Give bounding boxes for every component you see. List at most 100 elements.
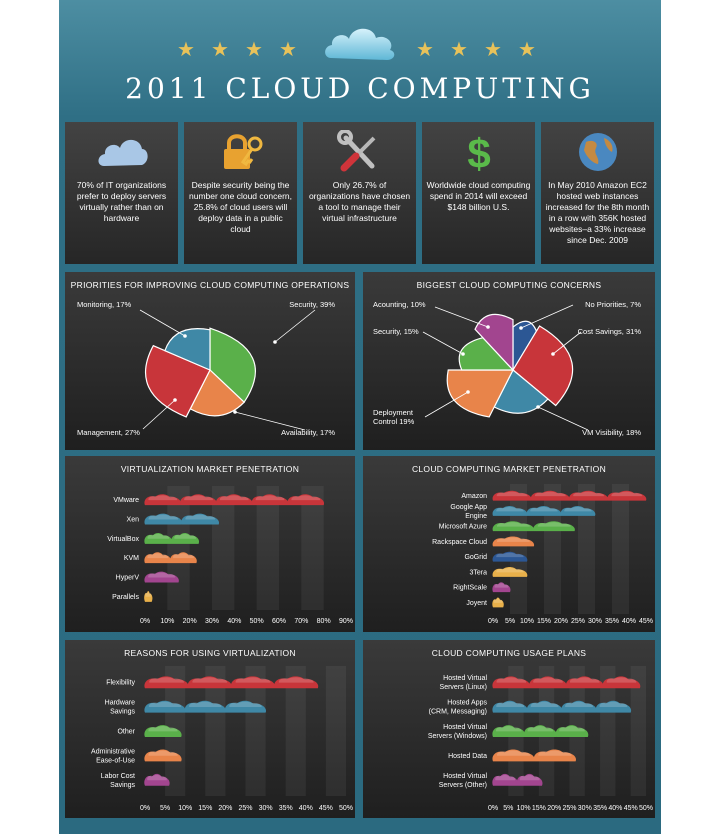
category-label: Rackspace Cloud (432, 539, 487, 546)
category-label: HyperV (116, 575, 140, 582)
bar-cloud-highlight (235, 677, 271, 683)
leader-line (424, 391, 469, 418)
pie-slice-deployment-control-19 (446, 369, 514, 418)
concerns-pie-chart: No Priorities, 7% Cost Savings, 31% VM Vis… (373, 300, 641, 437)
category-label-line: Hardware (105, 700, 135, 707)
bar-cloud-highlight (496, 701, 525, 707)
globe-icon (579, 133, 617, 171)
category-label: Hosted Data (448, 753, 487, 760)
bar-vmware (144, 494, 325, 506)
virtualization-reasons-bar-chart: 0% 5% 10% 15% 20% 25% 30% 35% 40% 45% 50% Flexibili… (91, 666, 353, 812)
slice-label: Management, 27% (77, 428, 140, 437)
slice-label: Security, 39% (289, 300, 335, 309)
x-tick-label: 10% (160, 618, 174, 625)
leader-dot (273, 340, 277, 344)
bar-cloud-highlight (255, 495, 285, 501)
grid-band (245, 666, 266, 796)
x-tick-label: 50% (639, 805, 653, 812)
x-tick-label: 40% (299, 805, 313, 812)
bar-hosted-virtual-servers-other (492, 773, 543, 786)
virtualization-reasons-panel: REASONS FOR USING VIRTUALIZATION 0% 5% 10%… (65, 640, 355, 818)
x-tick-label: 0% (488, 805, 498, 812)
bar-cloud-highlight (533, 677, 563, 683)
bar-cloud-highlight (219, 495, 249, 501)
x-tick-label: 25% (571, 618, 585, 625)
category-label-line: Hosted Apps (447, 700, 487, 707)
x-tick-label: 30% (259, 805, 273, 812)
bar-hyperv (144, 571, 179, 583)
header-banner: ★ ★ ★ ★ ★ ★ ★ ★ 2011 CLOUD COMPUTING (59, 0, 661, 118)
chart-title: PRIORITIES FOR IMPROVING CLOUD COMPUTING… (70, 280, 350, 290)
fact-card: Despite security being the number one cl… (184, 122, 297, 264)
category-label: Hosted Virtual Servers (Linux) (440, 675, 488, 691)
page-title: 2011 CLOUD COMPUTING (125, 72, 595, 105)
bar-cloud-highlight (496, 552, 524, 558)
category-label: Hardware Savings (105, 700, 136, 716)
category-label-line: Administrative (91, 748, 135, 755)
bar-virtualbox (144, 532, 200, 544)
bar-cloud-highlight (291, 495, 321, 501)
category-label: Microsoft Azure (439, 524, 487, 531)
bar-cloud-highlight (148, 750, 178, 756)
slice-label: Availability, 17% (281, 428, 335, 437)
infographic-poster: ★ ★ ★ ★ ★ ★ ★ ★ 2011 CLOUD COMPUTING 70%… (59, 0, 661, 834)
cloud-penetration-panel: CLOUD COMPUTING MARKET PENETRATION 0% 5% 1… (363, 456, 655, 632)
x-tick-label: 90% (339, 618, 353, 625)
grid-band (578, 484, 595, 614)
category-label: Labor Cost Savings (101, 773, 136, 789)
priorities-chart-panel: PRIORITIES FOR IMPROVING CLOUD COMPUTING… (65, 272, 355, 450)
category-label-line: Servers (Other) (439, 782, 487, 789)
slice-label: Monitoring, 17% (77, 300, 132, 309)
bar-cloud-highlight (495, 726, 522, 732)
bar-cloud-highlight (148, 514, 179, 520)
pie-slice-cost-savings-31 (512, 325, 574, 407)
x-tick-label: 5% (505, 618, 515, 625)
leader-dot (519, 326, 523, 330)
bar-cloud-highlight (611, 491, 643, 497)
leader-line (537, 406, 589, 431)
leader-line (274, 309, 316, 343)
slice-label: VM Visibility, 18% (582, 428, 641, 437)
x-tick-label: 25% (238, 805, 252, 812)
slice-label: Deployment Control 19% (373, 408, 415, 426)
grid-band (285, 666, 306, 796)
category-label: Parallels (112, 594, 139, 601)
x-tick-label: 35% (605, 618, 619, 625)
x-tick-label: 25% (562, 805, 576, 812)
category-label: GoGrid (464, 554, 487, 561)
x-tick-label: 5% (503, 805, 513, 812)
leader-line (552, 331, 582, 355)
leader-dot (551, 352, 555, 356)
concerns-chart-panel: BIGGEST CLOUD COMPUTING CONCERNS No Prio… (363, 272, 655, 450)
priorities-pie-chart: Security, 39% Availability, 17% Management… (77, 300, 335, 437)
x-tick-label: 70% (294, 618, 308, 625)
slice-label-line: Control 19% (373, 417, 415, 426)
x-tick-label: 80% (317, 618, 331, 625)
bar-cloud-highlight (537, 522, 571, 527)
fact-text: Worldwide cloud computing spend in 2014 … (426, 180, 531, 212)
x-tick-label: 60% (272, 618, 286, 625)
x-tick-label: 45% (639, 618, 653, 625)
category-label-line: Servers (Windows) (428, 733, 487, 740)
bar-kvm (144, 552, 197, 564)
facts-row: 70% of IT organizations prefer to deploy… (65, 122, 655, 264)
fact-text: In May 2010 Amazon EC2 hosted web instan… (545, 180, 650, 245)
category-label: KVM (124, 555, 139, 562)
fact-card: In May 2010 Amazon EC2 hosted web instan… (541, 122, 654, 264)
bar-cloud-highlight (495, 774, 516, 781)
bar-cloud-highlight (147, 774, 167, 781)
pie-slice-acounting-10 (474, 313, 514, 372)
category-label: Joyent (466, 600, 487, 607)
bar-cloud-highlight (569, 677, 600, 683)
x-tick-label: 45% (624, 805, 638, 812)
star-icon: ★ (177, 39, 195, 61)
category-label: RightScale (453, 585, 487, 592)
bar-hosted-apps-crm-messaging (492, 700, 632, 713)
star-icon: ★ (416, 39, 434, 61)
bar-microsoft-azure (492, 521, 575, 532)
bar-cloud-highlight (527, 726, 554, 732)
x-tick-label: 0% (140, 805, 150, 812)
x-tick-label: 40% (622, 618, 636, 625)
star-icon: ★ (484, 39, 502, 61)
category-label-line: (CRM, Messaging) (429, 709, 487, 716)
